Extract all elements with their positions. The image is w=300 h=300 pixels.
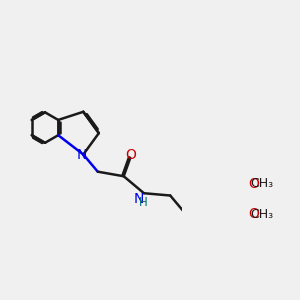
Text: CH₃: CH₃ [250,208,274,221]
Text: O: O [249,208,260,221]
Text: H: H [139,196,148,209]
Text: CH₃: CH₃ [250,177,274,190]
Text: N: N [77,148,87,162]
Text: O: O [125,148,136,162]
Text: O: O [249,177,260,191]
Text: N: N [134,192,144,206]
